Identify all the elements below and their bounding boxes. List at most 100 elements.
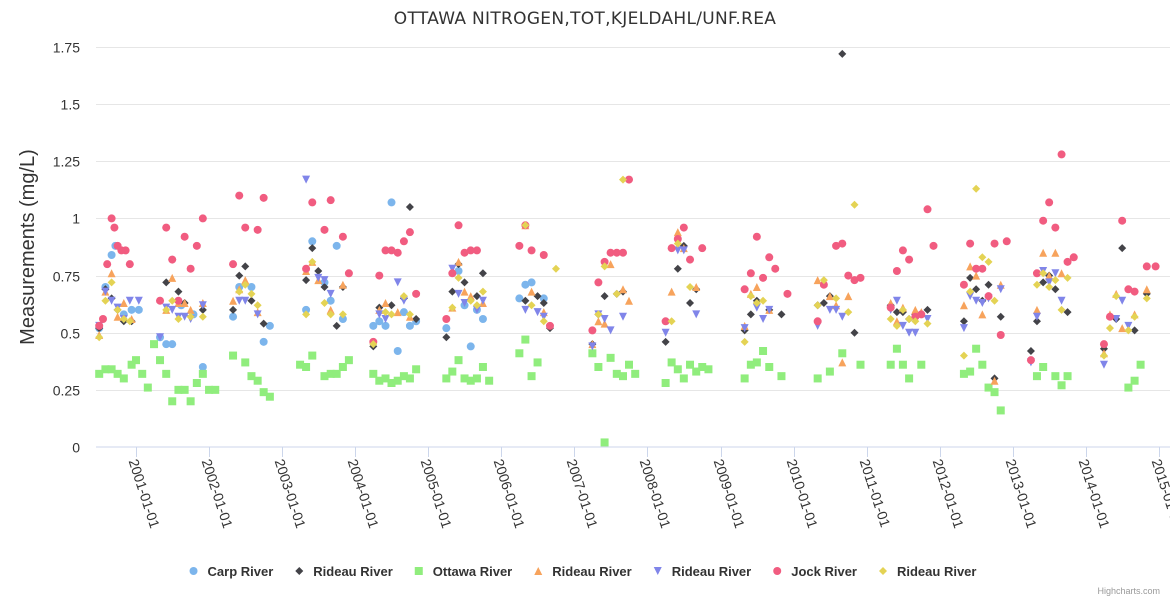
- data-point[interactable]: [107, 365, 116, 374]
- data-point[interactable]: [192, 379, 201, 387]
- data-point[interactable]: [667, 287, 676, 296]
- data-point[interactable]: [594, 363, 603, 371]
- data-point[interactable]: [150, 340, 159, 349]
- data-point[interactable]: [448, 303, 457, 312]
- data-point[interactable]: [959, 317, 968, 326]
- data-point[interactable]: [600, 257, 609, 266]
- legend-item[interactable]: Rideau River: [653, 564, 751, 579]
- data-point[interactable]: [594, 310, 603, 319]
- data-point[interactable]: [460, 287, 469, 296]
- data-point[interactable]: [338, 232, 347, 241]
- data-point[interactable]: [1039, 248, 1048, 257]
- data-point[interactable]: [978, 310, 987, 319]
- data-point[interactable]: [296, 360, 305, 369]
- data-point[interactable]: [892, 344, 901, 353]
- data-point[interactable]: [162, 278, 171, 287]
- data-point[interactable]: [686, 283, 695, 291]
- data-point[interactable]: [320, 299, 329, 307]
- data-point[interactable]: [898, 321, 907, 330]
- data-point[interactable]: [673, 365, 682, 374]
- data-point[interactable]: [661, 379, 670, 387]
- data-point[interactable]: [838, 49, 847, 58]
- data-point[interactable]: [972, 296, 981, 305]
- data-point[interactable]: [679, 246, 688, 255]
- data-point[interactable]: [338, 280, 347, 289]
- data-point[interactable]: [326, 296, 335, 305]
- data-point[interactable]: [533, 358, 542, 367]
- data-point[interactable]: [673, 264, 682, 273]
- data-point[interactable]: [253, 225, 262, 234]
- data-point[interactable]: [1112, 292, 1121, 301]
- data-point[interactable]: [1069, 253, 1078, 262]
- data-point[interactable]: [326, 310, 335, 319]
- data-point[interactable]: [472, 301, 481, 310]
- data-point[interactable]: [600, 319, 609, 328]
- data-point[interactable]: [527, 246, 536, 255]
- data-point[interactable]: [625, 175, 634, 184]
- data-point[interactable]: [923, 305, 932, 314]
- data-point[interactable]: [259, 337, 268, 346]
- data-point[interactable]: [777, 310, 786, 319]
- data-point[interactable]: [752, 299, 761, 307]
- data-point[interactable]: [1142, 294, 1151, 303]
- data-point[interactable]: [103, 260, 112, 269]
- data-point[interactable]: [892, 267, 901, 275]
- data-point[interactable]: [673, 235, 682, 243]
- data-point[interactable]: [442, 315, 451, 323]
- data-point[interactable]: [399, 308, 408, 317]
- data-point[interactable]: [375, 271, 384, 280]
- data-point[interactable]: [746, 292, 755, 301]
- data-point[interactable]: [174, 315, 183, 323]
- data-point[interactable]: [472, 246, 481, 255]
- data-point[interactable]: [192, 241, 201, 250]
- data-point[interactable]: [393, 248, 402, 257]
- data-point[interactable]: [819, 280, 828, 289]
- data-point[interactable]: [990, 388, 999, 397]
- data-point[interactable]: [667, 358, 676, 367]
- data-point[interactable]: [180, 299, 189, 307]
- data-point[interactable]: [783, 289, 792, 298]
- data-point[interactable]: [320, 372, 329, 381]
- data-point[interactable]: [466, 296, 475, 305]
- data-point[interactable]: [99, 315, 108, 323]
- data-point[interactable]: [125, 317, 134, 326]
- data-point[interactable]: [107, 251, 116, 259]
- data-point[interactable]: [625, 360, 634, 369]
- data-point[interactable]: [381, 321, 390, 330]
- data-point[interactable]: [1051, 285, 1060, 294]
- data-point[interactable]: [1130, 287, 1139, 296]
- data-point[interactable]: [740, 285, 749, 294]
- data-point[interactable]: [692, 310, 701, 319]
- data-point[interactable]: [387, 246, 396, 255]
- data-point[interactable]: [235, 191, 244, 200]
- data-point[interactable]: [539, 312, 548, 321]
- data-point[interactable]: [1112, 315, 1121, 323]
- data-point[interactable]: [101, 287, 110, 296]
- data-point[interactable]: [892, 308, 901, 317]
- data-point[interactable]: [959, 351, 968, 360]
- data-point[interactable]: [265, 321, 274, 330]
- data-point[interactable]: [381, 299, 390, 307]
- data-point[interactable]: [892, 296, 901, 305]
- data-point[interactable]: [752, 358, 761, 367]
- data-point[interactable]: [393, 376, 402, 385]
- data-point[interactable]: [412, 315, 421, 323]
- data-point[interactable]: [838, 358, 847, 367]
- data-point[interactable]: [211, 385, 220, 394]
- data-point[interactable]: [168, 296, 177, 305]
- data-point[interactable]: [813, 317, 822, 326]
- data-point[interactable]: [746, 310, 755, 319]
- data-point[interactable]: [600, 262, 609, 271]
- data-point[interactable]: [1026, 356, 1035, 365]
- data-point[interactable]: [673, 246, 682, 255]
- data-point[interactable]: [198, 369, 207, 378]
- legend-item[interactable]: Rideau River: [534, 564, 632, 579]
- data-point[interactable]: [521, 305, 530, 314]
- data-point[interactable]: [332, 321, 341, 330]
- data-point[interactable]: [101, 365, 110, 374]
- data-point[interactable]: [375, 310, 384, 319]
- data-point[interactable]: [959, 369, 968, 378]
- data-point[interactable]: [746, 360, 755, 369]
- data-point[interactable]: [478, 363, 487, 371]
- data-point[interactable]: [393, 308, 402, 317]
